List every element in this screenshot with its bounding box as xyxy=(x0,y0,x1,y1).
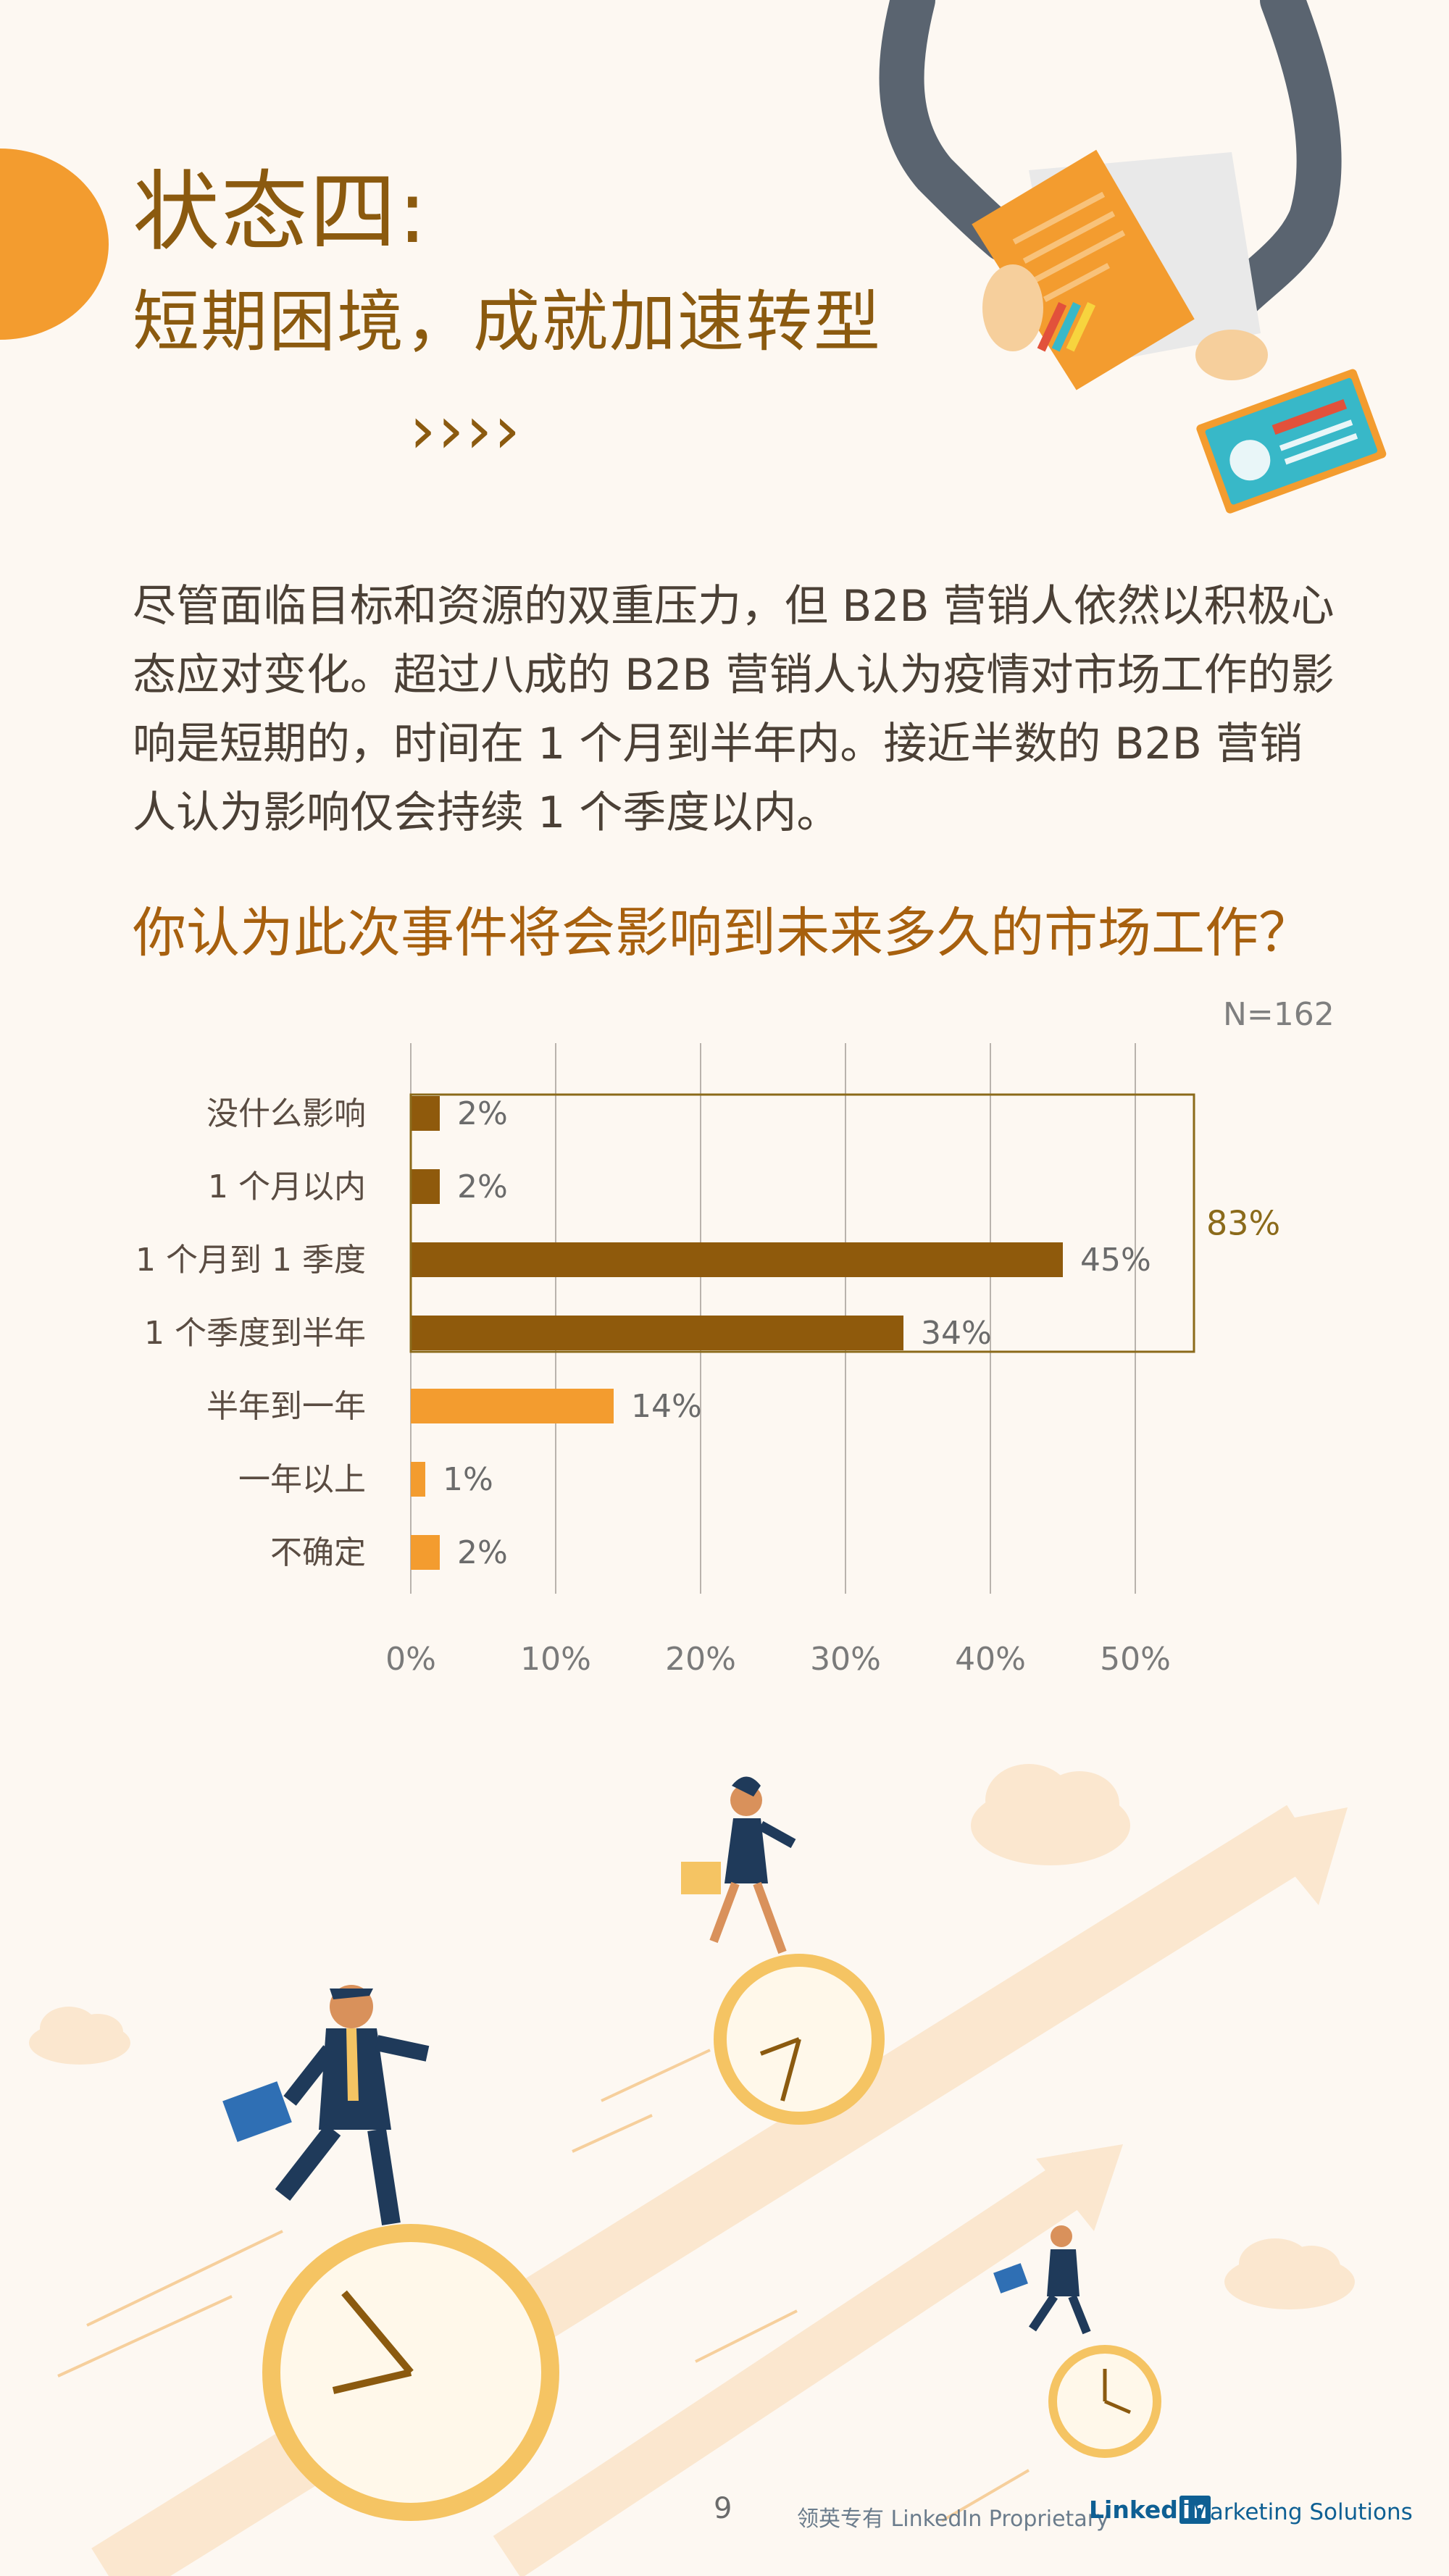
left-hand xyxy=(982,264,1043,351)
orange-document xyxy=(972,149,1195,390)
businessman-figure xyxy=(222,1985,430,2225)
x-tick-label: 50% xyxy=(1100,1641,1171,1678)
category-label: 不确定 xyxy=(270,1534,366,1571)
running-businesspeople-illustration xyxy=(29,1764,1355,2576)
chevron-arrows-icon: ›››› xyxy=(409,391,522,469)
value-label: 1% xyxy=(443,1461,493,1498)
bar xyxy=(411,1096,440,1131)
proprietary-notice: 领英专有 LinkedIn Proprietary xyxy=(797,2506,1109,2532)
businesswoman-figure xyxy=(681,1776,796,1954)
linkedin-logo: Linked in xyxy=(1089,2496,1211,2524)
x-tick-label: 20% xyxy=(665,1641,736,1678)
annotation-bracket xyxy=(409,1093,1195,1353)
decorative-orange-circle xyxy=(0,149,109,340)
clock-icon xyxy=(714,1954,885,2125)
left-arm xyxy=(879,0,1026,262)
upward-arrow-icon xyxy=(493,2144,1123,2576)
intro-paragraph: 尽管面临目标和资源的双重压力，但 B2B 营销人依然以积极心态应对变化。超过八成… xyxy=(133,581,1335,838)
bar xyxy=(411,1242,1063,1277)
cloud-icon xyxy=(1224,2238,1355,2309)
x-tick-label: 40% xyxy=(955,1641,1026,1678)
card xyxy=(1196,369,1387,514)
bar xyxy=(411,1316,903,1350)
category-label: 一年以上 xyxy=(238,1461,366,1498)
page-subtitle: 短期困境，成就加速转型 xyxy=(133,283,882,361)
hands-documents-illustration xyxy=(879,0,1387,514)
bar xyxy=(411,1389,614,1423)
x-tick-label: 0% xyxy=(385,1641,436,1678)
clock-icon xyxy=(262,2224,559,2521)
page-number: 9 xyxy=(714,2492,732,2525)
value-label: 14% xyxy=(631,1388,702,1425)
clock-icon xyxy=(1048,2345,1161,2458)
bar xyxy=(411,1462,425,1497)
right-hand xyxy=(1195,330,1268,380)
linkedin-in-icon: in xyxy=(1179,2496,1211,2524)
businessman-figure-small xyxy=(993,2225,1091,2335)
category-label: 1 个月到 1 季度 xyxy=(135,1242,366,1279)
bar xyxy=(411,1169,440,1204)
linkedin-logo-text: Linked xyxy=(1089,2496,1178,2524)
value-label: 34% xyxy=(921,1315,992,1352)
category-label: 1 个季度到半年 xyxy=(144,1315,366,1352)
category-label: 没什么影响 xyxy=(206,1095,366,1132)
value-label: 2% xyxy=(457,1095,508,1132)
category-label: 半年到一年 xyxy=(206,1388,366,1425)
value-label: 45% xyxy=(1080,1242,1151,1279)
annotation-label: 83% xyxy=(1206,1204,1280,1243)
value-label: 2% xyxy=(457,1168,508,1205)
bar xyxy=(411,1535,440,1570)
speed-lines xyxy=(57,2049,1030,2522)
page-title: 状态四: xyxy=(133,162,429,263)
x-tick-label: 10% xyxy=(520,1641,591,1678)
value-label: 2% xyxy=(457,1534,508,1571)
survey-question: 你认为此次事件将会影响到未来多久的市场工作？ xyxy=(133,902,1312,964)
right-arm xyxy=(1209,0,1342,327)
cloud-icon xyxy=(29,2007,130,2065)
duration-bar-chart: 0% 10% 20% 30% 40% 50% 没什么影响 2% 1 个月以内 2% 1 个月到 1 … xyxy=(135,1043,1280,1678)
cloud-icon xyxy=(971,1764,1130,1865)
marketing-solutions-label: Marketing Solutions xyxy=(1190,2499,1413,2525)
category-label: 1 个月以内 xyxy=(208,1168,366,1205)
sample-size-label: N=162 xyxy=(1223,996,1335,1033)
x-tick-label: 30% xyxy=(810,1641,881,1678)
